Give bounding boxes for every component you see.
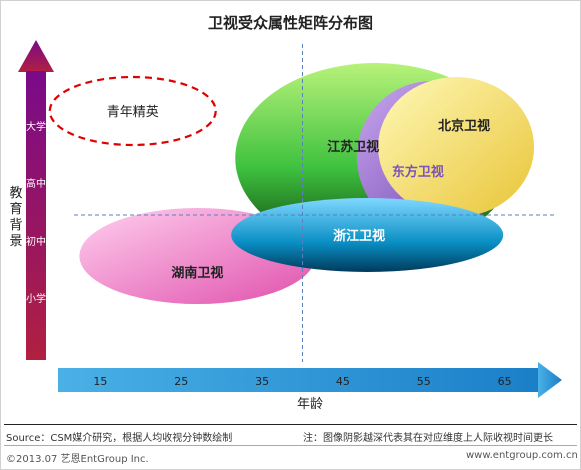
x-tick-label: 55 [417, 375, 431, 388]
bubble-5 [48, 75, 217, 147]
bubble-3 [378, 77, 535, 217]
x-arrow-head [538, 362, 562, 398]
x-tick-label: 35 [255, 375, 269, 388]
bubble-4 [231, 198, 504, 272]
x-axis-arrow [58, 362, 562, 398]
y-arrow-shaft [26, 71, 46, 360]
x-arrow-shaft [58, 368, 540, 392]
y-tick-label: 高中 [26, 177, 46, 190]
y-axis-arrow [18, 40, 54, 360]
x-tick-label: 15 [93, 375, 107, 388]
bubble-label: 东方卫视 [392, 164, 444, 180]
x-tick-label: 45 [336, 375, 350, 388]
y-tick-label: 大学 [26, 120, 46, 133]
footer-divider [4, 424, 577, 425]
note-text: 注：图像阴影越深代表其在对应维度上人际收视时间更长 [303, 433, 553, 444]
y-axis-label: 教育背景 [9, 186, 23, 249]
x-tick-label: 25 [174, 375, 188, 388]
y-arrow-head [18, 40, 54, 72]
bubble-label: 青年精英 [107, 105, 159, 120]
x-tick-label: 65 [498, 375, 512, 388]
bubble-label: 浙江卫视 [333, 228, 385, 244]
bubble-label: 湖南卫视 [171, 265, 223, 281]
copyright-text: ©2013.07 艺恩EntGroup Inc. [6, 454, 149, 465]
bubble-label: 江苏卫视 [327, 139, 379, 155]
bubble-label: 北京卫视 [438, 118, 490, 134]
y-tick-label: 小学 [26, 292, 46, 305]
source-text: Source：CSM媒介研究，根据人均收视分钟数绘制 [6, 433, 233, 444]
chart-title: 卫视受众属性矩阵分布图 [207, 14, 373, 32]
website-url: www.entgroup.com.cn [466, 450, 578, 461]
footer-divider-2 [4, 445, 577, 446]
y-tick-label: 初中 [26, 235, 46, 248]
x-axis-label: 年龄 [297, 397, 324, 412]
